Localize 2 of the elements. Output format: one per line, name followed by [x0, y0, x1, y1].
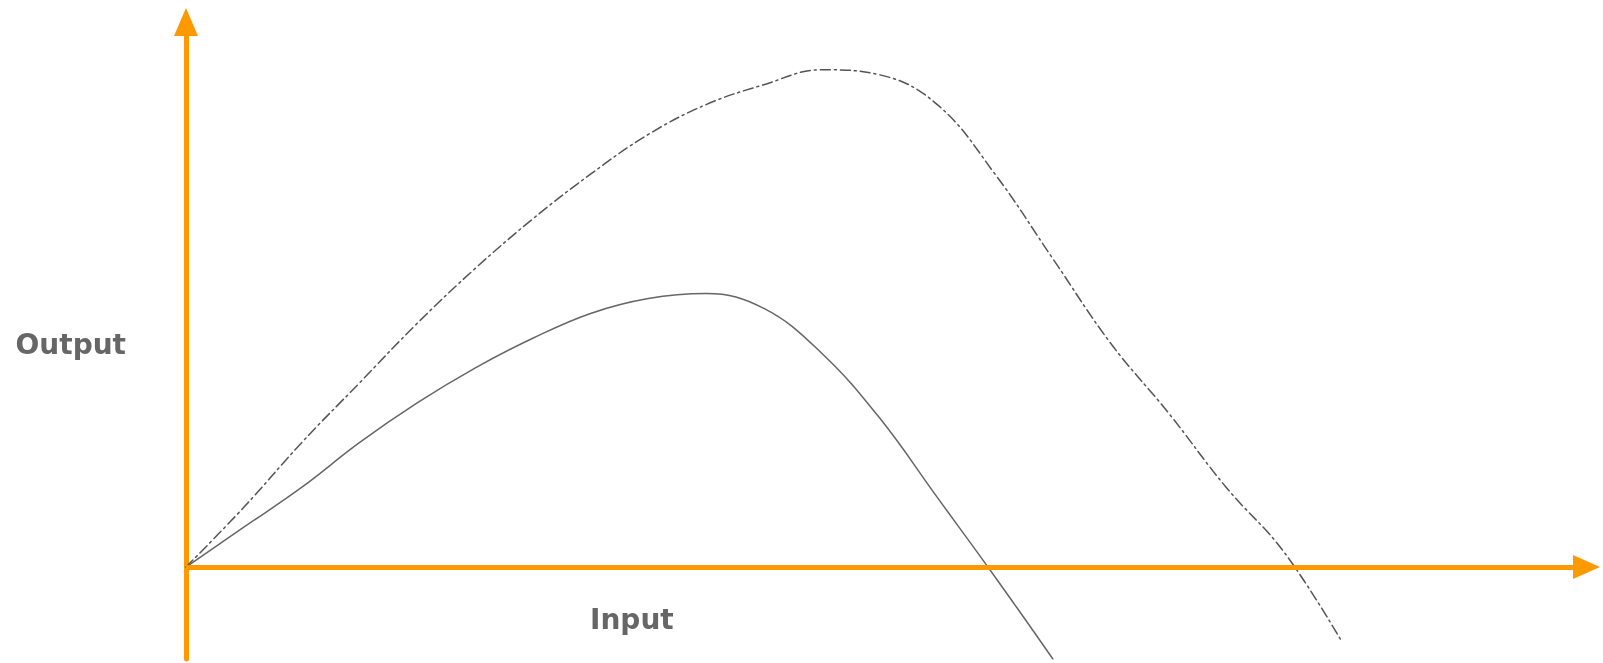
- x-axis-title: Input: [590, 602, 674, 636]
- y-axis-title: Output: [15, 328, 126, 361]
